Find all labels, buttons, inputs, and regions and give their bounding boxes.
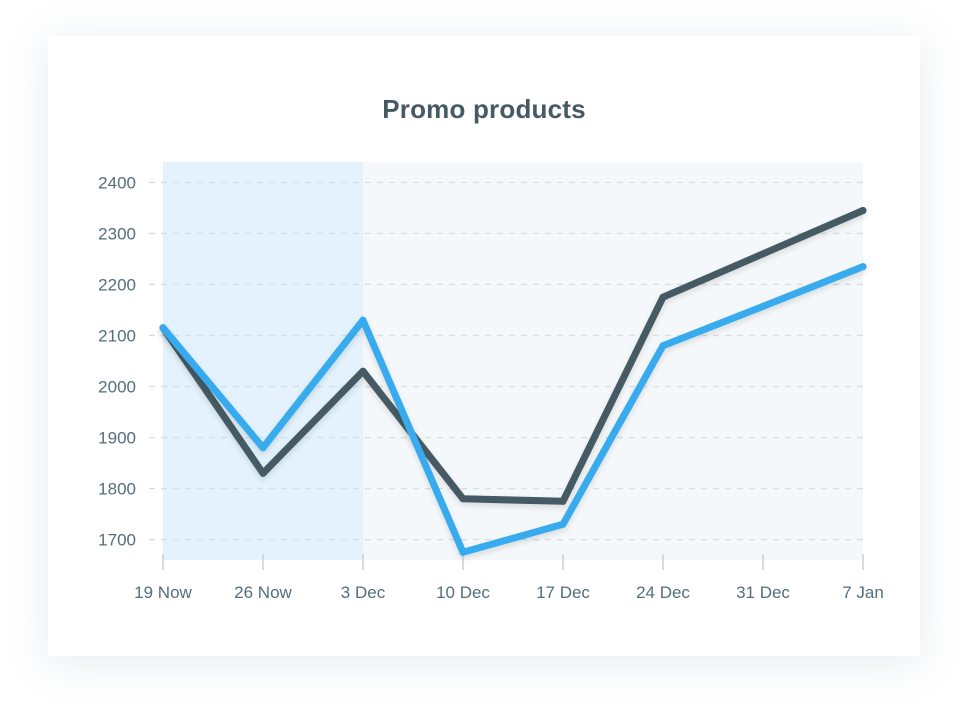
data-point	[259, 469, 267, 477]
data-point	[359, 316, 367, 324]
data-point	[459, 548, 467, 556]
x-tick-label: 24 Dec	[636, 583, 690, 602]
series-line-2	[159, 263, 867, 556]
x-tick-label: 3 Dec	[341, 583, 386, 602]
data-point	[259, 444, 267, 452]
x-tick-label: 17 Dec	[536, 583, 590, 602]
y-tick-label: 1800	[98, 480, 136, 499]
y-tick-label: 2100	[98, 326, 136, 345]
series-group	[159, 206, 867, 556]
y-axis: 1700 1800 1900 2000 2100 2200 2300 2400	[98, 173, 136, 549]
x-tick-label: 19 Now	[134, 583, 192, 602]
data-point	[659, 342, 667, 350]
y-tick-label: 2000	[98, 378, 136, 397]
data-point	[559, 497, 567, 505]
x-tick-label: 26 Now	[234, 583, 292, 602]
y-tick-label: 2300	[98, 224, 136, 243]
chart-title: Promo products	[382, 94, 586, 124]
data-point	[459, 495, 467, 503]
data-point	[359, 367, 367, 375]
x-tick-label: 10 Dec	[436, 583, 490, 602]
data-point	[559, 520, 567, 528]
data-point	[659, 293, 667, 301]
x-tick-label: 31 Dec	[736, 583, 790, 602]
data-point	[859, 263, 867, 271]
data-point	[759, 250, 767, 258]
y-tick-label: 2400	[98, 173, 136, 192]
y-tick-label: 2200	[98, 275, 136, 294]
data-point	[759, 302, 767, 310]
data-point	[859, 206, 867, 214]
y-tick-label: 1900	[98, 429, 136, 448]
series-line-1	[159, 207, 867, 505]
y-tick-label: 1700	[98, 531, 136, 550]
x-tick-label: 7 Jan	[842, 583, 884, 602]
x-axis: 19 Now 26 Now 3 Dec 10 Dec 17 Dec 24 Dec 31 De…	[134, 554, 884, 602]
data-point	[159, 324, 167, 332]
